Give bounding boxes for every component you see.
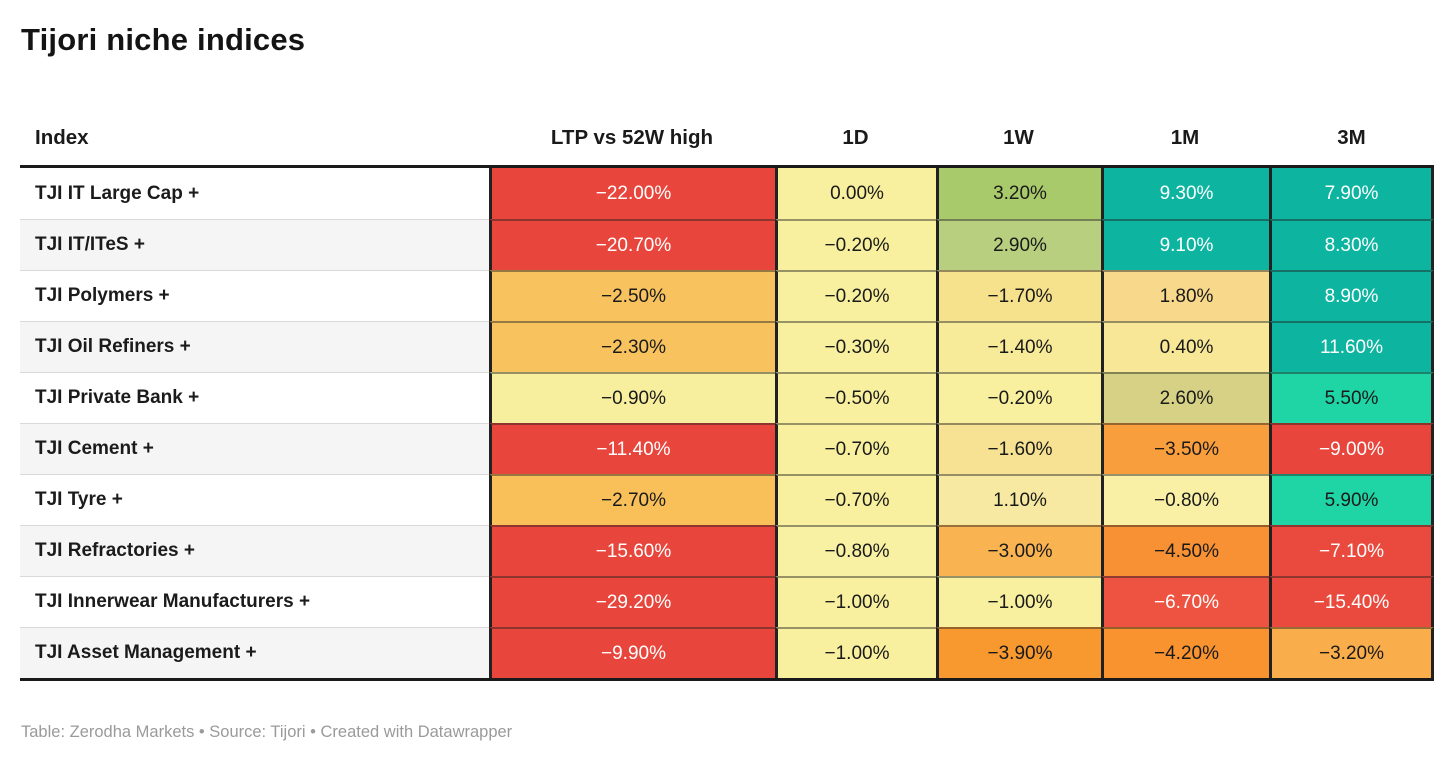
- index-name-cell[interactable]: TJI Polymers +: [20, 270, 489, 321]
- column-header-1m: 1M: [1170, 126, 1200, 149]
- value-cell: −3.20%: [1269, 627, 1434, 678]
- value-cell: −1.00%: [936, 576, 1101, 627]
- value-cell: 8.90%: [1269, 270, 1434, 321]
- value-cell: −4.20%: [1101, 627, 1269, 678]
- index-name-cell[interactable]: TJI Asset Management +: [20, 627, 489, 678]
- value-cell: −9.00%: [1269, 423, 1434, 474]
- value-cell: 1.10%: [936, 474, 1101, 525]
- column-header-1d: 1D: [842, 126, 869, 149]
- value-cell: 2.90%: [936, 219, 1101, 270]
- value-cell: −3.00%: [936, 525, 1101, 576]
- index-name-cell[interactable]: TJI IT Large Cap +: [20, 168, 489, 219]
- value-cell: 0.40%: [1101, 321, 1269, 372]
- value-cell: 9.10%: [1101, 219, 1269, 270]
- value-cell: −2.30%: [489, 321, 775, 372]
- column-header-3m: 3M: [1337, 126, 1366, 149]
- index-name-cell[interactable]: TJI IT/ITeS +: [20, 219, 489, 270]
- value-cell: −0.70%: [775, 474, 936, 525]
- column-header-ltp-vs-52w-high: LTP vs 52W high: [550, 126, 714, 149]
- value-cell: 3.20%: [936, 168, 1101, 219]
- value-cell: 5.90%: [1269, 474, 1434, 525]
- value-cell: −0.50%: [775, 372, 936, 423]
- page-title: Tijori niche indices: [21, 22, 306, 57]
- value-cell: −0.20%: [936, 372, 1101, 423]
- value-cell: −1.70%: [936, 270, 1101, 321]
- value-cell: −6.70%: [1101, 576, 1269, 627]
- value-cell: −7.10%: [1269, 525, 1434, 576]
- value-cell: −0.20%: [775, 270, 936, 321]
- value-cell: −1.60%: [936, 423, 1101, 474]
- value-cell: −1.00%: [775, 576, 936, 627]
- index-name-cell[interactable]: TJI Tyre +: [20, 474, 489, 525]
- value-cell: −15.60%: [489, 525, 775, 576]
- attribution-footer: Table: Zerodha Markets • Source: Tijori …: [21, 723, 513, 741]
- value-cell: 1.80%: [1101, 270, 1269, 321]
- value-cell: 9.30%: [1101, 168, 1269, 219]
- value-cell: −0.90%: [489, 372, 775, 423]
- index-name-cell[interactable]: TJI Cement +: [20, 423, 489, 474]
- value-cell: 0.00%: [775, 168, 936, 219]
- value-cell: −15.40%: [1269, 576, 1434, 627]
- index-name-cell[interactable]: TJI Oil Refiners +: [20, 321, 489, 372]
- value-cell: −4.50%: [1101, 525, 1269, 576]
- value-cell: 5.50%: [1269, 372, 1434, 423]
- value-cell: −3.90%: [936, 627, 1101, 678]
- value-cell: −0.70%: [775, 423, 936, 474]
- index-name-cell[interactable]: TJI Refractories +: [20, 525, 489, 576]
- value-cell: 8.30%: [1269, 219, 1434, 270]
- value-cell: −9.90%: [489, 627, 775, 678]
- value-cell: −0.80%: [775, 525, 936, 576]
- value-cell: −2.50%: [489, 270, 775, 321]
- value-cell: −2.70%: [489, 474, 775, 525]
- table-header-row: Index LTP vs 52W high 1D 1W 1M 3M: [20, 112, 1434, 164]
- value-cell: −0.20%: [775, 219, 936, 270]
- value-cell: 2.60%: [1101, 372, 1269, 423]
- value-cell: −29.20%: [489, 576, 775, 627]
- value-cell: 11.60%: [1269, 321, 1434, 372]
- value-cell: −0.80%: [1101, 474, 1269, 525]
- value-cell: −3.50%: [1101, 423, 1269, 474]
- value-cell: 7.90%: [1269, 168, 1434, 219]
- value-cell: −0.30%: [775, 321, 936, 372]
- value-cell: −11.40%: [489, 423, 775, 474]
- index-name-cell[interactable]: TJI Private Bank +: [20, 372, 489, 423]
- value-cell: −20.70%: [489, 219, 775, 270]
- value-cell: −1.40%: [936, 321, 1101, 372]
- index-name-cell[interactable]: TJI Innerwear Manufacturers +: [20, 576, 489, 627]
- column-header-1w: 1W: [1003, 126, 1034, 149]
- value-cell: −22.00%: [489, 168, 775, 219]
- column-header-index: Index: [35, 126, 89, 149]
- table-body: TJI IT Large Cap + −22.00% 0.00% 3.20% 9.30%…: [20, 165, 1434, 681]
- value-cell: −1.00%: [775, 627, 936, 678]
